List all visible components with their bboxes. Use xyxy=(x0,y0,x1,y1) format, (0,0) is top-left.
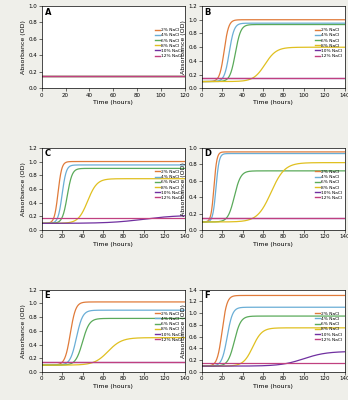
Legend: 2% NaCl, 4% NaCl, 6% NaCl, 8% NaCl, 10% NaCl, 12% NaCl: 2% NaCl, 4% NaCl, 6% NaCl, 8% NaCl, 10% … xyxy=(315,312,342,342)
Y-axis label: Absorbance (OD): Absorbance (OD) xyxy=(181,304,186,358)
Text: F: F xyxy=(205,291,210,300)
Legend: 2% NaCl, 4% NaCl, 6% NaCl, 8% NaCl, 10% NaCl, 12% NaCl: 2% NaCl, 4% NaCl, 6% NaCl, 8% NaCl, 10% … xyxy=(155,312,182,342)
Y-axis label: Absorbance (OD): Absorbance (OD) xyxy=(21,20,26,74)
Text: A: A xyxy=(45,8,51,17)
Y-axis label: Absorbance (OD): Absorbance (OD) xyxy=(181,20,186,74)
X-axis label: Time (hours): Time (hours) xyxy=(253,384,293,389)
Legend: 2% NaCl, 4% NaCl, 6% NaCl, 8% NaCl, 10% NaCl, 12% NaCl: 2% NaCl, 4% NaCl, 6% NaCl, 8% NaCl, 10% … xyxy=(155,28,182,58)
Legend: 2% NaCl, 4% NaCl, 6% NaCl, 8% NaCl, 10% NaCl, 12% NaCl: 2% NaCl, 4% NaCl, 6% NaCl, 8% NaCl, 10% … xyxy=(315,28,342,58)
X-axis label: Time (hours): Time (hours) xyxy=(93,100,133,105)
Text: E: E xyxy=(45,291,50,300)
Text: D: D xyxy=(205,150,212,158)
X-axis label: Time (hours): Time (hours) xyxy=(93,242,133,247)
X-axis label: Time (hours): Time (hours) xyxy=(253,100,293,105)
X-axis label: Time (hours): Time (hours) xyxy=(93,384,133,389)
X-axis label: Time (hours): Time (hours) xyxy=(253,242,293,247)
Legend: 2% NaCl, 4% NaCl, 6% NaCl, 8% NaCl, 10% NaCl, 12% NaCl: 2% NaCl, 4% NaCl, 6% NaCl, 8% NaCl, 10% … xyxy=(315,170,342,200)
Y-axis label: Absorbance (OD): Absorbance (OD) xyxy=(21,304,26,358)
Text: B: B xyxy=(205,8,211,17)
Y-axis label: Absorbance (OD): Absorbance (OD) xyxy=(21,162,26,216)
Text: C: C xyxy=(45,150,51,158)
Y-axis label: Absorbance (OD): Absorbance (OD) xyxy=(181,162,186,216)
Legend: 2% NaCl, 4% NaCl, 6% NaCl, 8% NaCl, 10% NaCl, 12% NaCl: 2% NaCl, 4% NaCl, 6% NaCl, 8% NaCl, 10% … xyxy=(155,170,182,200)
